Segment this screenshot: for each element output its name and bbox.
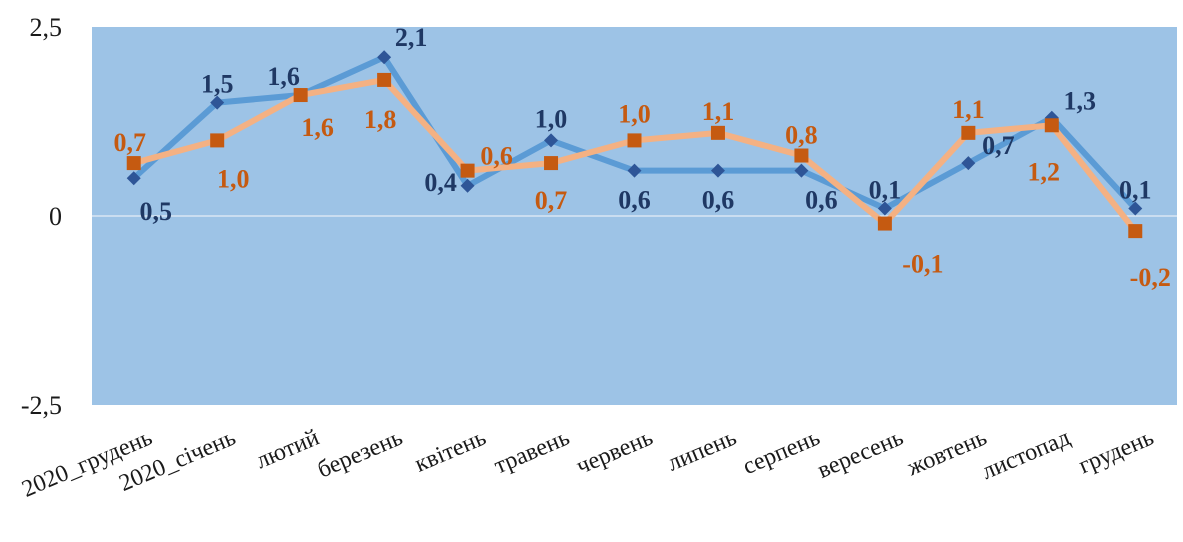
x-tick-label: серпень: [739, 425, 824, 481]
x-tick-label: червень: [573, 425, 657, 480]
series-1-data-label: 1,6: [267, 62, 300, 91]
series-2-data-label: 1,2: [1028, 157, 1061, 186]
series-2-data-label: 1,1: [702, 97, 735, 126]
x-tick-label: лютий: [252, 425, 323, 475]
y-tick-label: 0: [49, 202, 62, 231]
x-tick-label: грудень: [1075, 425, 1158, 480]
x-tick-label: березень: [314, 425, 407, 484]
series-2-point: [210, 133, 225, 148]
x-tick-label: травень: [490, 425, 573, 480]
series-1-data-label: 0,7: [982, 131, 1015, 160]
series-2-point: [293, 88, 308, 103]
series-1-data-label: 0,5: [139, 197, 172, 226]
series-2-data-label: 1,6: [301, 113, 334, 142]
series-1-point: [710, 163, 725, 178]
series-1-data-label: 1,3: [1064, 87, 1097, 116]
series-2-point: [1044, 118, 1059, 133]
series-2-point: [710, 125, 725, 140]
series-1-point: [377, 50, 392, 65]
series-1-point: [460, 178, 475, 193]
series-1-point: [961, 156, 976, 171]
series-2-data-label: 1,1: [952, 95, 985, 124]
x-tick-label: липень: [664, 425, 741, 477]
series-2-data-label: 0,7: [535, 186, 568, 215]
series-1-point: [210, 95, 225, 110]
series-2-point: [1128, 224, 1143, 239]
series-1-point: [1128, 201, 1143, 216]
series-1-data-label: 0,4: [424, 168, 457, 197]
series-2-data-label: 0,6: [480, 142, 513, 171]
series-2-point: [627, 133, 642, 148]
series-2-point: [544, 156, 559, 171]
x-tick-label: листопад: [978, 425, 1074, 485]
series-2-point: [961, 125, 976, 140]
series-1-data-label: 1,0: [535, 104, 568, 133]
series-2-point: [877, 216, 892, 231]
series-1-data-label: 0,1: [1119, 175, 1152, 204]
series-2-data-label: 1,8: [364, 105, 397, 134]
series-1-data-label: 0,1: [869, 175, 902, 204]
series-2-point: [460, 163, 475, 178]
series-1-point: [544, 133, 559, 148]
series-2-point: [126, 156, 141, 171]
series-2-point: [377, 72, 392, 87]
x-tick-label: вересень: [814, 425, 907, 484]
y-tick-label: -2,5: [21, 391, 62, 420]
series-2-data-label: 1,0: [618, 99, 651, 128]
x-tick-label: жовтень: [903, 425, 991, 482]
series-2-data-label: 1,0: [217, 164, 250, 193]
series-1-data-label: 0,6: [618, 186, 651, 215]
series-1-data-label: 0,6: [702, 186, 735, 215]
series-1-point: [794, 163, 809, 178]
series-1-point: [877, 201, 892, 216]
series-2-data-label: -0,2: [1130, 263, 1171, 292]
y-tick-label: 2,5: [30, 13, 63, 42]
series-1-data-label: 2,1: [395, 23, 428, 52]
series-2-point: [794, 148, 809, 163]
series-1-data-label: 1,5: [201, 70, 234, 99]
series-1-point: [627, 163, 642, 178]
series-1-point: [126, 171, 141, 186]
series-2-data-label: 0,8: [785, 121, 818, 150]
x-tick-label: квітень: [411, 425, 490, 478]
series-1-data-label: 0,6: [805, 186, 838, 215]
series-2-data-label: -0,1: [902, 250, 943, 279]
series-2-data-label: 0,7: [113, 128, 146, 157]
